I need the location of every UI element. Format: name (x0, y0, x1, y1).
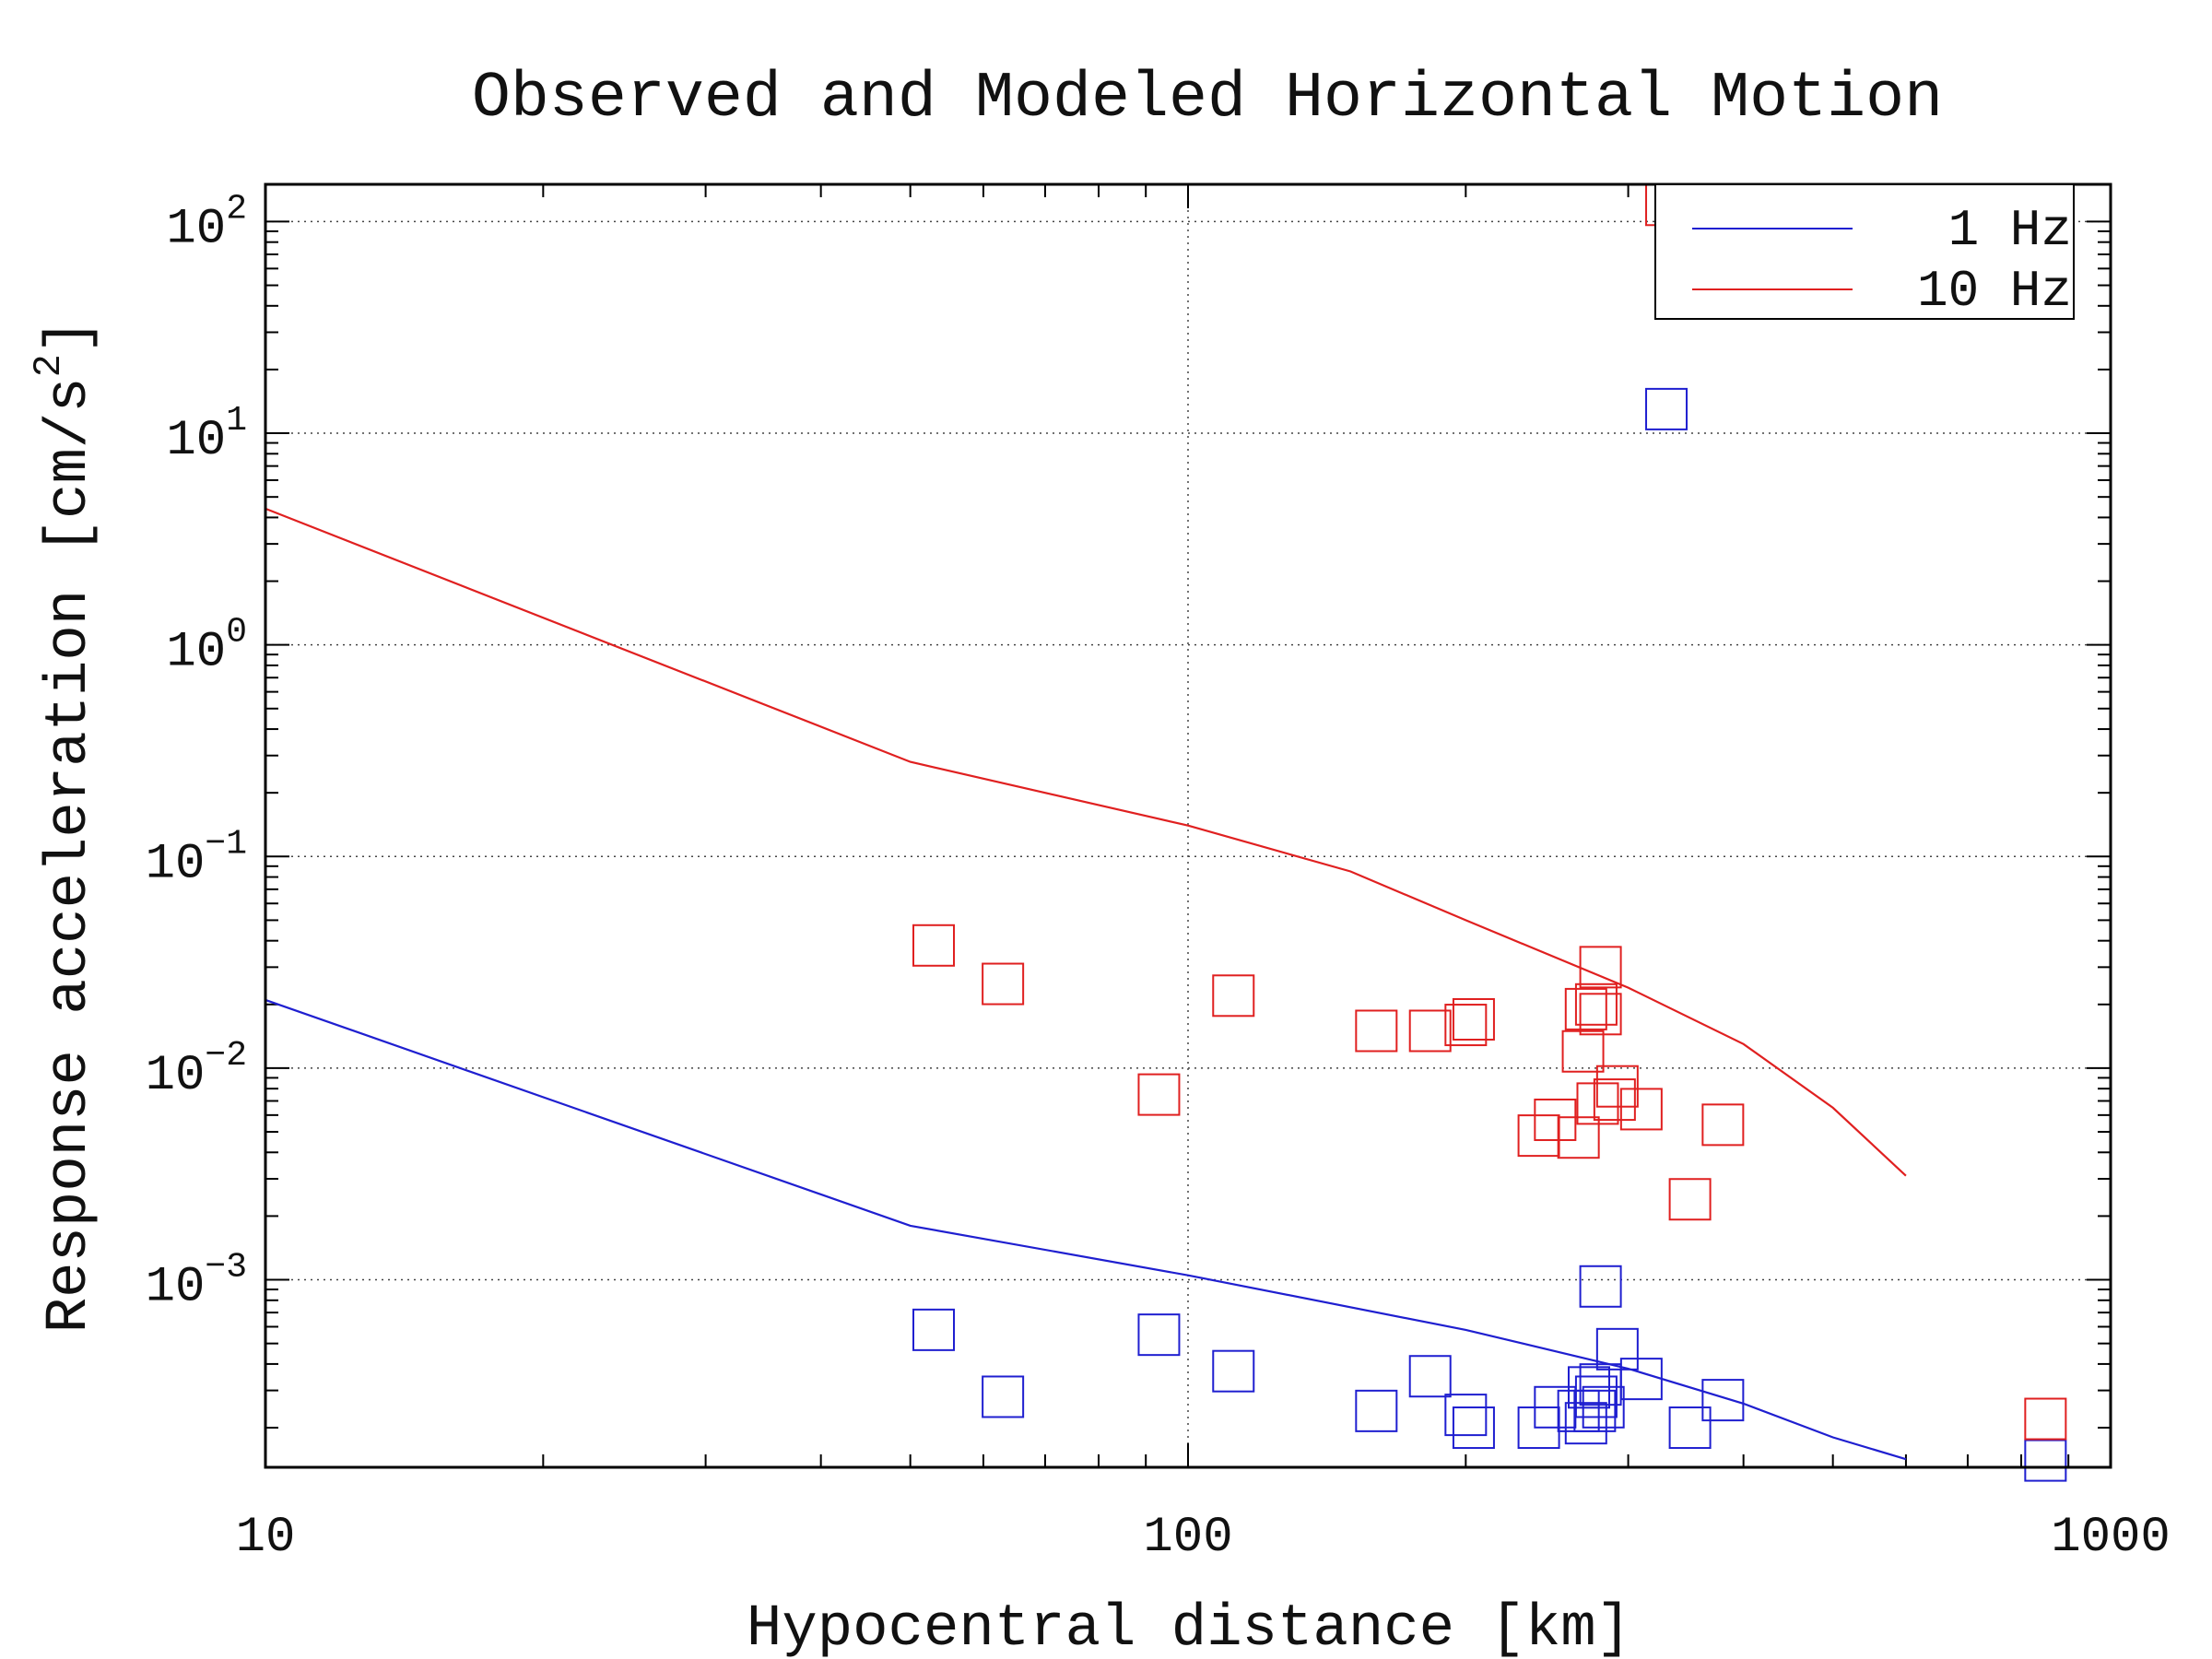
observed-1Hz-marker (1582, 1385, 1625, 1429)
y-tick-label: 100 (166, 613, 247, 681)
observed-10Hz-marker (1212, 974, 1255, 1018)
observed-10Hz-marker (2024, 1397, 2067, 1441)
legend-label-10hz: 10 Hz (1917, 262, 2072, 321)
observed-10Hz-marker (1579, 993, 1622, 1036)
observed-1Hz-marker (912, 1308, 956, 1351)
x-tick-label: 10 (236, 1510, 296, 1566)
observed-1Hz-marker (1355, 1389, 1398, 1432)
y-tick-label: 10−3 (146, 1248, 247, 1316)
data-markers (912, 183, 2067, 1482)
observed-10Hz-marker (1408, 1009, 1452, 1053)
observed-10Hz-marker (1355, 1009, 1398, 1053)
observed-1Hz-marker (2024, 1439, 2067, 1482)
observed-1Hz-marker (982, 1375, 1025, 1418)
y-axis-label-close: ] (37, 319, 103, 354)
observed-10Hz-marker (1579, 946, 1622, 989)
observed-10Hz-marker (1701, 1103, 1745, 1147)
observed-10Hz-marker (982, 962, 1025, 1006)
observed-1Hz-marker (1645, 387, 1688, 430)
plot-frame (264, 182, 2112, 1469)
x-tick-labels: 10 100 1000 (236, 1510, 2171, 1566)
series-line-10-hz (265, 507, 1907, 1177)
observed-1Hz-marker (1444, 1394, 1488, 1437)
observed-1Hz-marker (1573, 1389, 1617, 1432)
observed-1Hz-marker (1212, 1349, 1255, 1393)
observed-10Hz-marker (1452, 998, 1495, 1041)
legend-label-1hz: 1 Hz (1948, 201, 2072, 260)
y-tick-labels: 102 101 100 10−1 10−2 10−3 (146, 189, 247, 1315)
y-axis-label: Response acceleration [cm/s2] (27, 319, 103, 1334)
series-line-1-hz (265, 998, 1907, 1461)
observed-10Hz-marker (1593, 1078, 1636, 1122)
x-axis-label: Hypocentral distance [km] (747, 1596, 1631, 1659)
observed-1Hz-marker (1619, 1358, 1663, 1401)
observed-10Hz-marker (1534, 1098, 1577, 1141)
observed-1Hz-marker (1137, 1313, 1181, 1357)
observed-10Hz-marker (1137, 1073, 1181, 1116)
observed-1Hz-marker (1595, 1327, 1639, 1371)
observed-10Hz-marker (1595, 1065, 1639, 1108)
y-axis-label-superscript: 2 (27, 354, 71, 377)
observed-1Hz-marker (1408, 1355, 1452, 1398)
observed-1Hz-marker (1564, 1402, 1607, 1445)
x-tick-label: 1000 (2051, 1510, 2171, 1566)
y-axis-label-main: Response acceleration [cm/s (37, 377, 103, 1333)
observed-1Hz-marker (1579, 1265, 1622, 1308)
observed-10Hz-marker (1668, 1178, 1712, 1221)
grid-lines (265, 184, 2111, 1467)
observed-1Hz-marker (1701, 1379, 1745, 1422)
series-lines (265, 507, 1907, 1461)
x-tick-label: 100 (1143, 1510, 1232, 1566)
legend: 1 Hz 10 Hz (1654, 183, 2075, 321)
observed-10Hz-marker (1619, 1088, 1663, 1131)
observed-10Hz-marker (1561, 1030, 1605, 1073)
y-axis-label-group: Response acceleration [cm/s2] (27, 319, 103, 1334)
observed-1Hz-marker (1574, 1375, 1618, 1418)
observed-10Hz-marker (1564, 987, 1607, 1030)
observed-10Hz-marker (1574, 982, 1618, 1026)
y-tick-label: 10−2 (146, 1036, 247, 1104)
observed-10Hz-marker (1557, 1116, 1600, 1159)
chart-title: Observed and Modeled Horizontal Motion (472, 63, 1943, 135)
legend-box (1654, 183, 2075, 320)
observed-10Hz-marker (912, 924, 956, 967)
y-tick-label: 10−1 (146, 824, 247, 892)
observed-1Hz-marker (1452, 1406, 1495, 1450)
observed-1Hz-marker (1557, 1389, 1600, 1432)
y-tick-label: 101 (166, 401, 247, 469)
observed-10Hz-marker (1444, 1004, 1488, 1047)
observed-1Hz-marker (1668, 1406, 1712, 1450)
y-tick-label: 102 (166, 189, 247, 257)
observed-10Hz-marker (1517, 1114, 1560, 1158)
